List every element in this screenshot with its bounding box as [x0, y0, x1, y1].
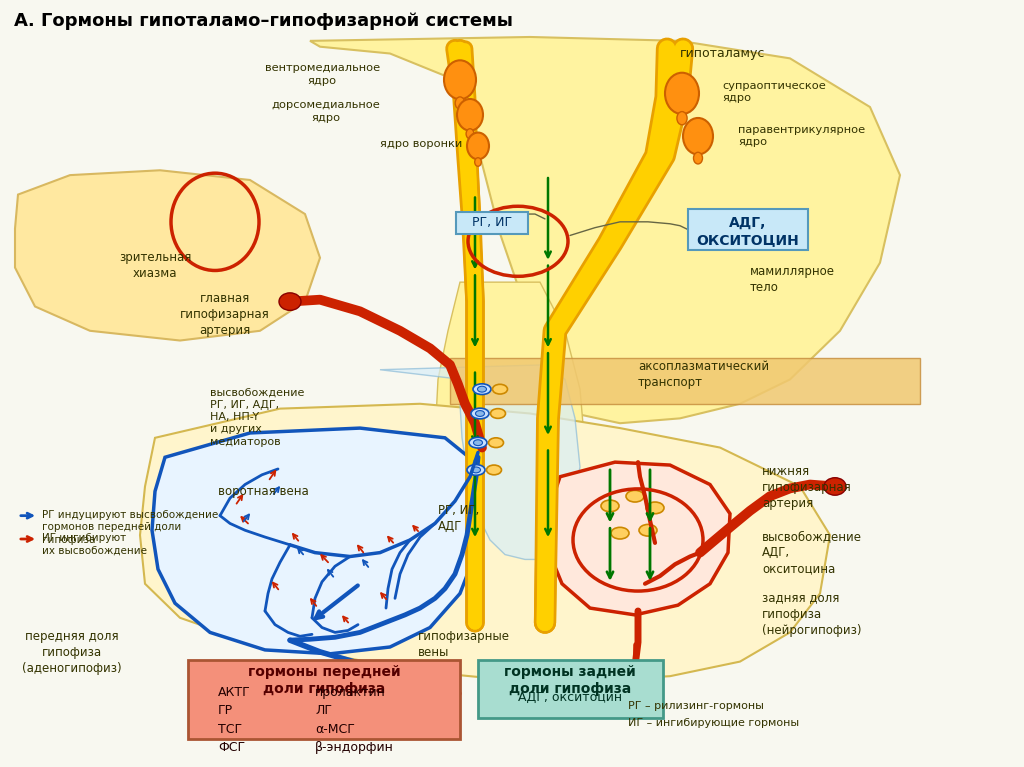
Text: гормоны передней
доли гипофиза: гормоны передней доли гипофиза [248, 664, 400, 696]
Ellipse shape [444, 61, 476, 99]
Ellipse shape [601, 500, 618, 512]
Ellipse shape [493, 384, 508, 394]
Text: РГ, ИГ: РГ, ИГ [472, 216, 512, 229]
Polygon shape [450, 358, 920, 403]
Ellipse shape [279, 293, 301, 311]
Ellipse shape [646, 502, 664, 514]
Text: задняя доля
гипофиза
(нейрогипофиз): задняя доля гипофиза (нейрогипофиз) [762, 591, 861, 637]
Text: зрительная
хиазма: зрительная хиазма [119, 251, 191, 280]
Ellipse shape [469, 437, 487, 448]
Ellipse shape [473, 384, 490, 394]
Text: аксоплазматический
транспорт: аксоплазматический транспорт [638, 360, 769, 389]
Polygon shape [435, 282, 585, 613]
Text: мамиллярное
тело: мамиллярное тело [750, 265, 835, 294]
Ellipse shape [639, 525, 657, 536]
Polygon shape [380, 365, 580, 559]
Text: вентромедиальное
ядро: вентромедиальное ядро [265, 63, 380, 86]
Text: пролактин
ЛГ
α-МСГ
β-эндорфин: пролактин ЛГ α-МСГ β-эндорфин [315, 686, 394, 755]
Text: передняя доля
гипофиза
(аденогипофиз): передняя доля гипофиза (аденогипофиз) [22, 630, 122, 676]
Text: воротная вена: воротная вена [218, 485, 309, 498]
Polygon shape [310, 37, 900, 423]
FancyBboxPatch shape [456, 212, 528, 233]
Text: РГ – рилизинг-гормоны: РГ – рилизинг-гормоны [628, 700, 764, 710]
Ellipse shape [471, 467, 480, 472]
Text: паравентрикулярное
ядро: паравентрикулярное ядро [738, 124, 865, 147]
Ellipse shape [488, 438, 504, 448]
Ellipse shape [456, 97, 465, 110]
Text: главная
гипофизарная
артерия: главная гипофизарная артерия [180, 292, 270, 337]
Polygon shape [152, 428, 480, 653]
Ellipse shape [665, 73, 699, 114]
FancyBboxPatch shape [688, 209, 808, 250]
Text: нижняя
гипофизарная
артерия: нижняя гипофизарная артерия [762, 465, 852, 510]
Text: ИГ ингибируют
их высвобождение: ИГ ингибируют их высвобождение [42, 533, 147, 555]
Ellipse shape [477, 387, 486, 392]
Text: супраоптическое
ядро: супраоптическое ядро [722, 81, 825, 103]
Text: гипоталамус: гипоталамус [680, 47, 765, 60]
Text: АДГ, окситоцин: АДГ, окситоцин [518, 691, 622, 704]
Polygon shape [547, 463, 730, 615]
Ellipse shape [471, 408, 489, 419]
Ellipse shape [626, 490, 644, 502]
Ellipse shape [457, 99, 483, 130]
Text: ядро воронки: ядро воронки [380, 139, 462, 149]
Ellipse shape [683, 118, 713, 154]
Ellipse shape [475, 410, 484, 416]
Ellipse shape [467, 133, 489, 160]
Polygon shape [140, 403, 830, 681]
Text: РГ индуцируют высвобождение
гормонов передней доли
гипофиза: РГ индуцируют высвобождение гормонов пер… [42, 510, 218, 545]
Ellipse shape [473, 439, 482, 446]
Ellipse shape [475, 158, 481, 166]
Text: ИГ – ингибирующие гормоны: ИГ – ингибирующие гормоны [628, 718, 799, 728]
Ellipse shape [693, 153, 702, 164]
Ellipse shape [611, 528, 629, 539]
FancyBboxPatch shape [478, 660, 663, 718]
Polygon shape [15, 170, 319, 341]
Ellipse shape [467, 465, 485, 476]
Ellipse shape [677, 111, 687, 125]
Text: РГ, ИГ,
АДГ: РГ, ИГ, АДГ [438, 504, 479, 533]
Text: АКТГ
ГР
ТСГ
ФСГ: АКТГ ГР ТСГ ФСГ [218, 686, 251, 755]
Ellipse shape [490, 409, 506, 418]
Text: высвобождение
АДГ,
окситоцина: высвобождение АДГ, окситоцина [762, 530, 862, 575]
Text: АДГ,
ОКСИТОЦИН: АДГ, ОКСИТОЦИН [696, 216, 800, 247]
Text: высвобождение
РГ, ИГ, АДГ,
НА, НП-Y
и других
медиаторов: высвобождение РГ, ИГ, АДГ, НА, НП-Y и др… [210, 387, 304, 447]
Ellipse shape [466, 129, 474, 139]
Ellipse shape [486, 465, 502, 475]
Text: гормоны задней
доли гипофиза: гормоны задней доли гипофиза [504, 664, 636, 696]
Text: гипофизарные
вены: гипофизарные вены [418, 630, 510, 660]
Text: А. Гормоны гипоталамо–гипофизарной системы: А. Гормоны гипоталамо–гипофизарной систе… [14, 12, 513, 30]
Text: дорсомедиальное
ядро: дорсомедиальное ядро [271, 100, 380, 123]
FancyBboxPatch shape [188, 660, 460, 739]
Ellipse shape [824, 478, 846, 495]
